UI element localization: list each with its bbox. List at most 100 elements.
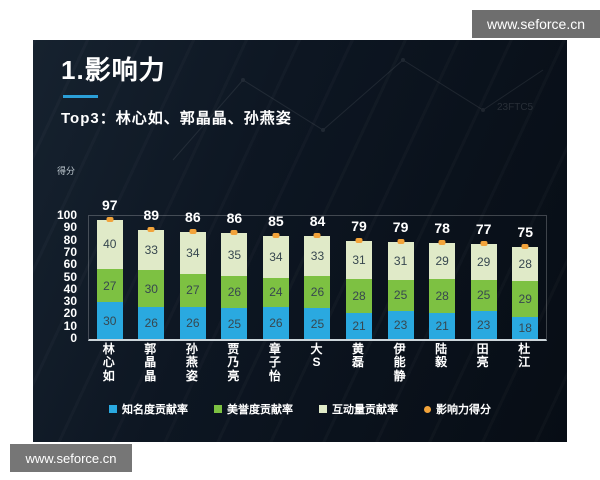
stacked-bar: 31 25 23 xyxy=(387,241,414,339)
bar-segment: 33 xyxy=(138,229,165,271)
stacked-bar: 35 26 25 xyxy=(221,233,248,339)
bar-segment: 29 xyxy=(512,281,539,317)
bar-segment: 35 xyxy=(221,233,248,277)
x-axis-label: 陆 毅 xyxy=(435,342,448,370)
score-marker xyxy=(230,230,238,236)
y-tick-label: 80 xyxy=(63,232,77,247)
bar-slot: 33 30 26 89 xyxy=(131,207,173,339)
y-tick-label: 50 xyxy=(63,269,77,284)
bar-total-label: 86 xyxy=(185,209,201,225)
y-tick-label: 30 xyxy=(63,294,77,309)
bar-total-label: 78 xyxy=(434,220,450,237)
legend-dot xyxy=(424,405,431,413)
slide: 1.影响力 Top3：林心如、郭晶晶、孙燕姿 23FTC5 得分 0 10 20 30… xyxy=(33,40,567,442)
bar-slot: 28 29 18 75 xyxy=(504,216,546,339)
bar-total-label: 77 xyxy=(475,221,492,238)
bar-segment: 26 xyxy=(138,307,165,339)
legend-item: 影响力得分 xyxy=(424,401,491,417)
bar-slot: 33 26 25 84 xyxy=(297,212,339,339)
y-axis-title: 得分 xyxy=(57,166,76,176)
y-tick-label: 100 xyxy=(56,208,77,222)
legend-swatch xyxy=(109,405,117,413)
y-axis: 0 10 20 30 40 50 60 70 80 90 100 xyxy=(33,208,83,345)
bar-segment: 23 xyxy=(387,310,414,339)
bar-segment: 34 xyxy=(179,232,206,274)
watermark-top: www.seforce.cn xyxy=(472,10,600,38)
score-marker xyxy=(438,240,446,246)
y-tick-label: 20 xyxy=(63,306,77,321)
bar-segment: 24 xyxy=(262,277,289,308)
y-tick-label: 10 xyxy=(63,318,77,333)
stacked-bar: 34 27 26 xyxy=(179,232,206,339)
x-axis-label: 郭 晶 晶 xyxy=(144,342,157,383)
y-tick-label: 90 xyxy=(63,220,77,235)
score-marker xyxy=(355,237,363,243)
legend-label: 知名度贡献率 xyxy=(122,404,188,416)
y-tick-label: 70 xyxy=(63,244,77,259)
legend-item: 美誉度贡献率 xyxy=(214,401,293,417)
legend-item: 互动量贡献率 xyxy=(319,401,398,417)
bar-segment: 30 xyxy=(138,270,165,308)
x-axis-label: 孙 燕 姿 xyxy=(185,342,198,383)
bar-segment: 26 xyxy=(221,276,248,309)
bar-segment: 29 xyxy=(470,244,497,280)
bar-segment: 28 xyxy=(512,246,539,282)
legend-swatch xyxy=(214,405,222,413)
x-axis-label: 伊 能 静 xyxy=(393,342,406,383)
legend-label: 影响力得分 xyxy=(436,404,491,416)
x-axis-label: 章 子 怡 xyxy=(268,342,281,383)
bar-total-label: 84 xyxy=(309,212,326,229)
y-tick-label: 60 xyxy=(63,257,77,272)
bar-slot: 34 24 26 85 xyxy=(255,213,297,339)
bar-segment: 25 xyxy=(387,279,414,311)
y-tick-label: 40 xyxy=(63,281,77,296)
y-tick-label: 0 xyxy=(70,331,77,345)
score-marker xyxy=(313,232,321,238)
score-marker xyxy=(189,229,197,234)
bar-segment: 21 xyxy=(429,313,456,339)
stacked-bar: 33 26 25 xyxy=(304,235,331,339)
bar-slot: 31 28 21 79 xyxy=(338,216,380,339)
bar-segment: 27 xyxy=(179,273,206,308)
x-axis-label: 田 亮 xyxy=(476,342,489,370)
bar-total-label: 75 xyxy=(517,223,533,240)
bar-segment: 26 xyxy=(304,276,331,309)
bar-segment: 33 xyxy=(304,235,331,277)
bar-segment: 31 xyxy=(346,240,373,279)
stacked-bar: 29 25 23 xyxy=(470,244,497,339)
bar-segment: 28 xyxy=(346,278,373,314)
score-marker xyxy=(147,226,155,232)
stacked-bar: 40 27 30 xyxy=(96,219,123,339)
plot-area: 40 27 30 97 33 30 26 89 34 27 26 86 35 26 25 86 34 24 26 85… xyxy=(88,197,547,341)
bar-segment: 27 xyxy=(96,268,123,303)
legend-label: 互动量贡献率 xyxy=(332,404,398,416)
bar-segment: 26 xyxy=(262,307,289,339)
bar-segment: 25 xyxy=(304,308,331,339)
x-axis-label: 大 S xyxy=(310,342,323,370)
stacked-bar: 28 29 18 xyxy=(512,246,539,339)
bar-segment: 40 xyxy=(96,219,123,269)
score-marker xyxy=(106,216,114,222)
bar-total-label: 79 xyxy=(351,217,367,234)
bar-total-label: 97 xyxy=(101,196,118,213)
bar-slot: 40 27 30 97 xyxy=(89,197,131,339)
bar-total-label: 89 xyxy=(143,206,160,223)
legend-label: 美誉度贡献率 xyxy=(227,404,293,416)
bar-segment: 25 xyxy=(470,279,497,311)
stacked-bar: 34 24 26 xyxy=(262,235,289,339)
stacked-bar: 31 28 21 xyxy=(346,240,373,339)
slide-title: 1.影响力 xyxy=(61,55,166,85)
score-marker xyxy=(272,232,280,238)
bar-total-label: 79 xyxy=(392,218,409,235)
bar-segment: 31 xyxy=(387,241,414,280)
x-axis-label: 杜 江 xyxy=(518,342,531,370)
bar-slot: 29 28 21 78 xyxy=(421,216,463,339)
bar-segment: 26 xyxy=(179,307,206,339)
bar-total-label: 86 xyxy=(226,210,243,227)
legend-item: 知名度贡献率 xyxy=(109,401,188,417)
bar-slot: 34 27 26 86 xyxy=(172,209,214,339)
faint-background-code: 23FTC5 xyxy=(497,102,534,113)
score-marker xyxy=(521,243,529,249)
